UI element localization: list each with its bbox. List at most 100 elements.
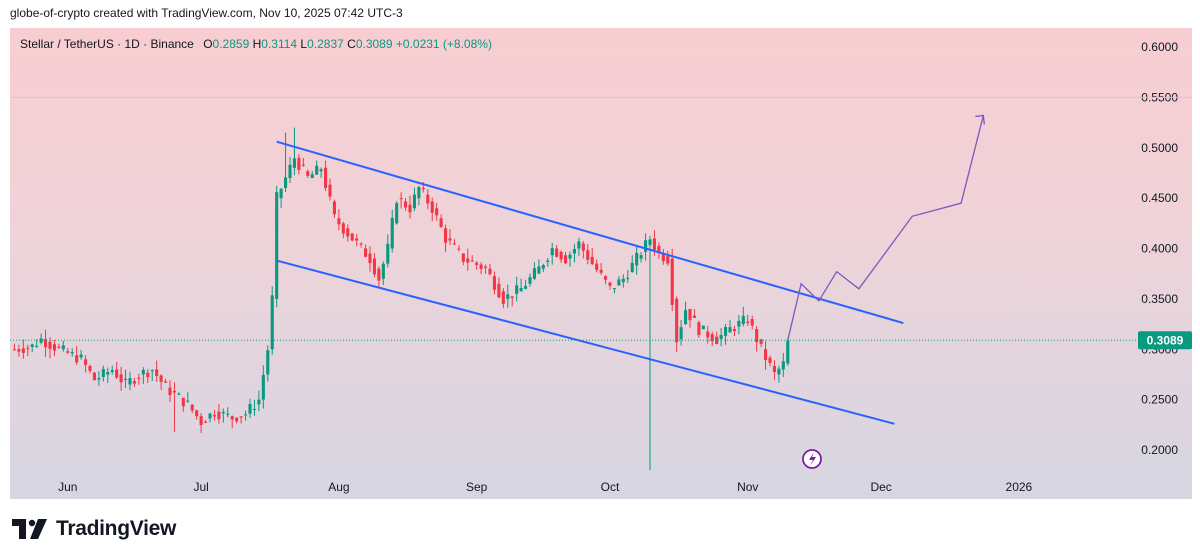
candle-body [386,243,390,264]
candle-body [368,253,372,264]
candle-body [661,253,665,261]
symbol-legend: Stellar / TetherUS · 1D · Binance O0.285… [20,37,492,51]
candle-body [737,320,741,327]
candle-body [315,165,319,175]
candle-body [479,264,483,269]
candle-body [452,243,456,245]
candle-body [168,387,172,396]
last-price-label: 0.3089 [1147,333,1184,347]
candle-body [741,315,745,325]
candle-body [150,370,154,372]
candle-body [497,283,501,298]
low-label: L [300,37,308,51]
candle-body [332,201,336,215]
y-tick-label: 0.2500 [1141,393,1178,407]
candle-body [688,308,692,321]
candle-body [284,177,288,189]
low-value: 0.2837 [307,37,344,51]
candle-body [648,239,652,246]
candle-body [666,256,670,264]
candle-body [275,192,279,299]
candle-body [781,361,785,370]
candle-body [572,248,576,254]
candle-body [617,279,621,286]
candle-body [492,276,496,290]
candle-body [288,164,292,178]
candle-body [212,415,216,417]
candle-body [644,240,648,252]
candle-body [470,260,474,262]
candle-body [679,327,683,340]
change-value: +0.0231 (+8.08%) [395,37,492,51]
candle-body [697,322,701,335]
candle-body [159,375,163,382]
tradingview-logo-icon [12,519,47,539]
candle-body [21,348,25,353]
high-value: 0.3114 [261,37,298,51]
x-tick-label: Jul [193,480,208,494]
candle-body [568,254,572,259]
candle-body [266,350,270,375]
close-label: C [347,37,356,51]
candle-body [719,335,723,340]
candle-body [408,204,412,213]
candle-body [759,339,763,344]
candle-body [230,416,234,420]
candle-body [279,188,283,199]
candle-body [39,338,43,343]
candle-body [306,171,310,176]
candle-body [706,331,710,338]
candle-body [652,238,656,250]
candle-body [172,390,176,393]
candle-body [88,366,92,371]
candle-body [132,381,136,384]
candle-body [239,416,243,418]
candle-body [70,351,74,354]
candle-body [608,282,612,286]
candle-body [515,285,519,294]
candle-body [728,327,732,333]
candle-body [106,371,110,375]
candle-body [48,341,52,349]
candle-body [764,349,768,360]
candle-body [181,397,185,407]
candle-body [261,374,265,400]
candle-body [164,381,168,383]
candle-body [146,372,150,378]
candle-body [208,413,212,419]
candle-body [377,268,381,281]
y-tick-label: 0.4000 [1141,242,1178,256]
y-tick-label: 0.6000 [1141,40,1178,54]
candle-body [186,400,190,402]
candle-body [141,369,145,375]
candle-body [750,319,754,326]
candle-body [732,329,736,332]
candle-body [292,158,296,168]
candle-body [457,248,461,250]
candle-body [461,253,465,262]
candle-body [84,359,88,365]
candle-body [639,255,643,259]
y-tick-label: 0.5000 [1141,141,1178,155]
x-tick-label: Sep [466,480,488,494]
candle-body [426,194,430,204]
candle-body [257,399,261,405]
candle-body [555,248,559,257]
footer-logo[interactable]: TradingView [12,517,176,541]
candle-body [599,269,603,273]
candle-body [772,366,776,372]
candle-body [61,345,65,350]
candle-body [626,277,630,279]
candle-body [550,248,554,256]
candle-body [79,354,83,358]
candle-body [621,278,625,283]
candle-body [564,255,568,264]
candle-body [12,349,16,351]
candle-body [297,157,301,170]
candle-body [546,260,550,262]
candle-body [488,268,492,275]
candle-body [226,413,230,415]
high-label: H [252,37,262,51]
candle-body [177,393,181,395]
